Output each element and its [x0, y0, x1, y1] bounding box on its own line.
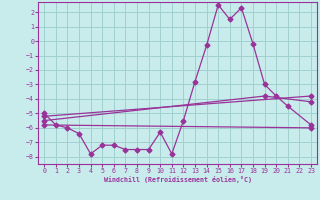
X-axis label: Windchill (Refroidissement éolien,°C): Windchill (Refroidissement éolien,°C) [104, 176, 252, 183]
